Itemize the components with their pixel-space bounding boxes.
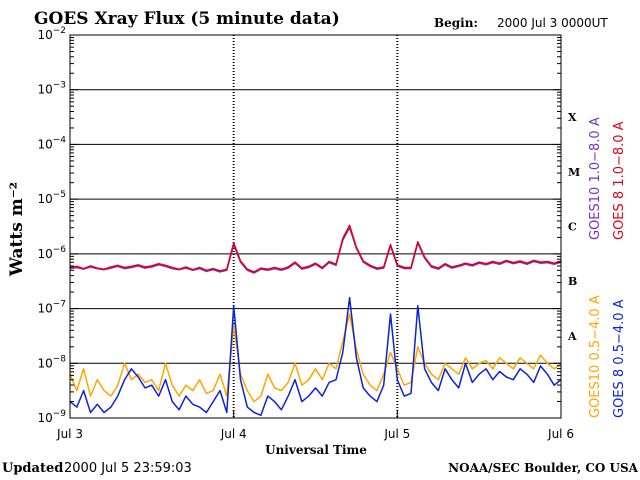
flare-class-c: C <box>568 221 577 234</box>
y-tick-label: 10−3 <box>37 81 66 97</box>
x-tick-label: Jul 4 <box>220 427 247 441</box>
flare-class-x: X <box>568 111 577 124</box>
y-tick-label: 10−2 <box>37 26 66 42</box>
plot-series <box>69 224 562 417</box>
series-line-0 <box>69 226 562 274</box>
legend-goes8-short: GOES 8 0.5−4.0 A <box>612 299 627 418</box>
y-tick-labels: 10−2 10−3 10−4 10−5 10−6 10−7 10−8 10−9 <box>37 26 66 425</box>
flare-class-a: A <box>567 330 577 343</box>
x-tick-labels: Jul 3 Jul 4 Jul 5 Jul 6 <box>56 427 574 441</box>
updated-label: Updated <box>2 461 63 476</box>
begin-label: Begin: <box>434 16 478 30</box>
x-tick-label: Jul 3 <box>56 427 83 441</box>
begin-value: 2000 Jul 3 0000UT <box>497 16 608 30</box>
flare-class-labels: X M C B A <box>567 111 580 343</box>
legend-goes10-long: GOES10 1.0−8.0 A <box>588 117 603 240</box>
flare-class-m: M <box>568 166 580 179</box>
y-tick-label: 10−5 <box>37 190 66 206</box>
x-axis-label: Universal Time <box>265 443 367 457</box>
series-line-1 <box>69 224 562 273</box>
plot-border <box>69 34 562 419</box>
plot-grid <box>70 35 561 418</box>
y-tick-label: 10−4 <box>37 135 66 151</box>
credit-text: NOAA/SEC Boulder, CO USA <box>448 461 639 475</box>
y-tick-label: 10−7 <box>37 300 66 316</box>
plot-frame <box>69 34 562 419</box>
flare-class-b: B <box>568 275 577 288</box>
y-axis-label: Watts m⁻² <box>7 182 27 277</box>
x-tick-label: Jul 6 <box>547 427 574 441</box>
legend-goes10-short: GOES10 0.5−4.0 A <box>588 295 603 418</box>
legend-goes8-long: GOES 8 1.0−8.0 A <box>612 121 627 240</box>
series-line-2 <box>69 313 562 403</box>
y-tick-label: 10−8 <box>37 354 66 370</box>
series-line-3 <box>69 296 562 417</box>
x-tick-label: Jul 5 <box>383 427 410 441</box>
y-tick-label: 10−6 <box>37 245 66 261</box>
chart-title: GOES Xray Flux (5 minute data) <box>34 9 340 29</box>
y-tick-label: 10−9 <box>37 409 66 425</box>
updated-value: 2000 Jul 5 23:59:03 <box>64 461 192 476</box>
